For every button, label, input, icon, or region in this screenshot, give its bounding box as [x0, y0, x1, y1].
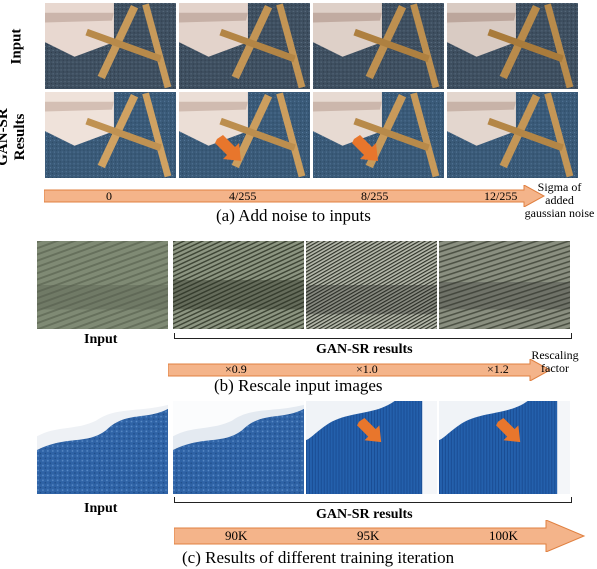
- rescale-tick-0: ×0.9: [225, 362, 247, 376]
- caption-b: (b) Rescale input images: [214, 376, 383, 395]
- noise-result-tile-0: [44, 91, 177, 179]
- rescale-tick-1: ×1.0: [356, 362, 378, 376]
- pointer-arrow-icon: [215, 135, 241, 161]
- rescale-result-tile-0: [172, 240, 305, 330]
- rescale-results-bracket: [174, 333, 572, 339]
- rescale-tick-2: ×1.2: [487, 362, 509, 376]
- noise-axis-label-line1: Sigma of added: [537, 180, 582, 207]
- iteration-input-tile: [36, 400, 169, 495]
- iteration-results-bracket: [174, 497, 572, 503]
- noise-axis-label-line2: gaussian noise: [524, 206, 595, 220]
- noise-input-tile-3: [446, 2, 579, 90]
- noise-input-tile-2: [312, 2, 445, 90]
- row-label-results-text: GAN-SR Results: [0, 108, 28, 166]
- iteration-axis-arrow: [174, 520, 586, 552]
- noise-result-tile-2: [312, 91, 445, 179]
- rescale-results-label: GAN-SR results: [316, 342, 413, 357]
- iteration-tick-1: 95K: [357, 528, 380, 543]
- iteration-result-tile-0: [172, 400, 305, 495]
- rescale-axis-label: Rescaling factor: [525, 349, 585, 375]
- noise-input-tile-1: [178, 2, 311, 90]
- iteration-tick-0: 90K: [225, 528, 248, 543]
- iteration-tick-2: 100K: [489, 528, 518, 543]
- rescale-axis-arrow: [168, 359, 552, 381]
- rescale-input-label: Input: [84, 332, 118, 347]
- rescale-result-tile-1: [305, 240, 438, 330]
- noise-result-tile-1: [178, 91, 311, 179]
- noise-tick-3: 12/255: [484, 189, 518, 203]
- rescale-axis-label-line1: Rescaling: [531, 348, 579, 362]
- noise-input-tile-0: [44, 2, 177, 90]
- noise-axis-arrow: [44, 185, 546, 207]
- rescale-result-tile-2: [438, 240, 571, 330]
- pointer-arrow-icon: [352, 135, 378, 161]
- caption-a: (a) Add noise to inputs: [216, 206, 371, 225]
- row-label-gan-sr-results: GAN-SR Results: [0, 107, 29, 167]
- noise-tick-2: 8/255: [361, 189, 389, 203]
- pointer-arrow-icon: [496, 418, 521, 443]
- pointer-arrow-icon: [357, 418, 382, 443]
- caption-c: (c) Results of different training iterat…: [182, 548, 455, 567]
- rescale-input-tile: [36, 240, 169, 330]
- iteration-result-tile-2: [438, 400, 571, 495]
- iteration-input-label: Input: [84, 501, 118, 516]
- rescale-axis-label-line2: factor: [541, 361, 569, 375]
- noise-result-tile-3: [446, 91, 579, 179]
- noise-axis-label: Sigma of added gaussian noise: [522, 181, 597, 220]
- iteration-results-label: GAN-SR results: [316, 507, 413, 522]
- row-label-input: Input: [8, 28, 25, 65]
- noise-tick-1: 4/255: [229, 189, 257, 203]
- noise-tick-0: 0: [106, 189, 112, 203]
- iteration-result-tile-1: [305, 400, 438, 495]
